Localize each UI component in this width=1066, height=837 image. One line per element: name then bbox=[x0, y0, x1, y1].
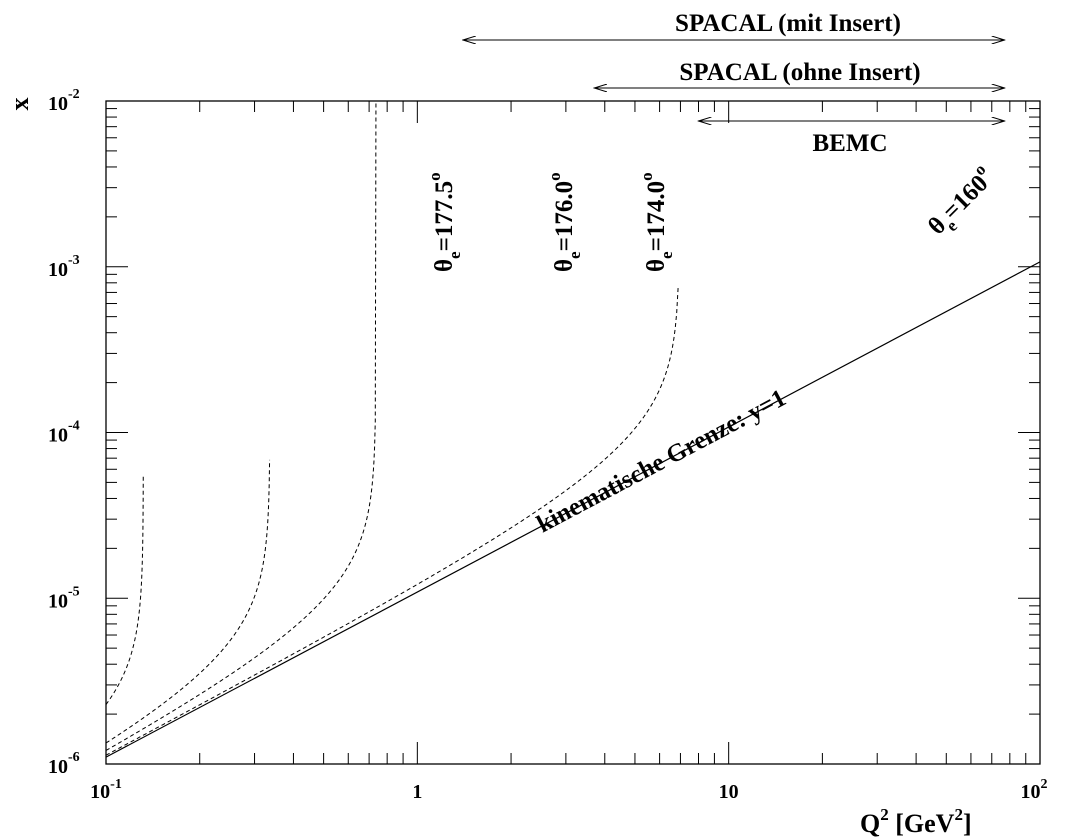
y-tick-exponent: -3 bbox=[68, 253, 80, 268]
angle-curve bbox=[105, 473, 144, 705]
kinematic-limit-line bbox=[105, 261, 1041, 758]
x-tick-exponent: 2 bbox=[1041, 777, 1048, 792]
angle-curve bbox=[105, 287, 679, 756]
angle-curve bbox=[105, 459, 271, 744]
axes bbox=[105, 100, 1041, 765]
range-label: SPACAL (ohne Insert) bbox=[679, 59, 920, 86]
angle-curve-label: θe=174.0o bbox=[637, 172, 676, 272]
range-label: BEMC bbox=[813, 130, 888, 157]
y-tick-base: 10 bbox=[48, 259, 68, 281]
theta-degree: o bbox=[425, 172, 444, 181]
y-tick-label: 10-5 bbox=[48, 584, 80, 612]
angle-curve-label: θe=177.5o bbox=[425, 172, 464, 272]
y-tick-exponent: -6 bbox=[68, 750, 80, 765]
x-tick-base: 10 bbox=[1021, 781, 1041, 803]
x-axis-label-end: ] bbox=[963, 809, 972, 837]
y-tick-exponent: -2 bbox=[68, 87, 80, 102]
x-tick-label: 10-1 bbox=[90, 777, 122, 803]
x-axis-label-rest: [GeV bbox=[889, 809, 955, 837]
x-axis-label-sup: 2 bbox=[880, 805, 889, 824]
theta-subscript: e bbox=[565, 251, 584, 259]
x-tick-exponent: -1 bbox=[110, 777, 122, 792]
angle-curve-label: θe=176.0o bbox=[545, 172, 584, 272]
curves bbox=[105, 100, 1041, 758]
y-tick-base: 10 bbox=[48, 756, 68, 778]
theta-symbol: θ bbox=[643, 259, 670, 272]
y-tick-base: 10 bbox=[48, 93, 68, 115]
x-tick-base: 10 bbox=[719, 781, 739, 803]
angle-curve-label: θe=160o bbox=[919, 160, 1004, 245]
theta-degree: o bbox=[637, 172, 656, 181]
y-tick-label: 10-4 bbox=[48, 419, 80, 447]
theta-value: =176.0 bbox=[551, 181, 578, 252]
y-tick-label: 10-2 bbox=[48, 87, 80, 115]
detector-ranges: SPACAL (mit Insert) SPACAL (ohne Insert) B… bbox=[463, 10, 1005, 157]
y-tick-label: 10-3 bbox=[48, 253, 80, 281]
y-tick-exponent: -5 bbox=[68, 584, 80, 599]
theta-symbol: θ bbox=[551, 259, 578, 272]
y-tick-label: 10-6 bbox=[48, 750, 80, 778]
theta-degree: o bbox=[545, 172, 564, 181]
range-label: SPACAL (mit Insert) bbox=[675, 10, 901, 37]
theta-value: =177.5 bbox=[431, 181, 458, 252]
x-tick-label: 1 bbox=[412, 781, 422, 803]
x-tick-label: 10 bbox=[719, 781, 739, 803]
x-tick-base: 1 bbox=[412, 781, 422, 803]
kinematic-limit-label: kinematische Grenze: y=1 bbox=[533, 384, 791, 538]
x-axis-label: Q2 [GeV2] bbox=[860, 805, 972, 837]
x-axis-label-sup2: 2 bbox=[954, 805, 963, 824]
theta-subscript: e bbox=[445, 251, 464, 259]
y-tick-base: 10 bbox=[48, 425, 68, 447]
theta-value: =174.0 bbox=[643, 181, 670, 252]
theta-subscript: e bbox=[657, 251, 676, 259]
x-tick-label: 102 bbox=[1021, 777, 1048, 803]
angle-curve bbox=[105, 100, 377, 751]
y-tick-base: 10 bbox=[48, 590, 68, 612]
x-tick-base: 10 bbox=[90, 781, 110, 803]
y-tick-exponent: -4 bbox=[68, 419, 80, 434]
theta-symbol: θ bbox=[431, 259, 458, 272]
x-axis-label-main: Q bbox=[860, 809, 880, 837]
y-axis-label: x bbox=[5, 98, 34, 111]
